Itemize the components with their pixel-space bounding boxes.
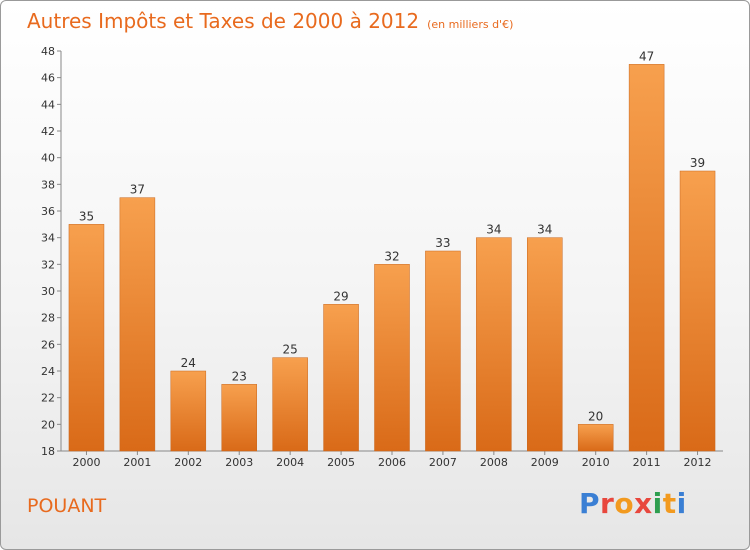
x-tick-label-2010: 2010 (582, 456, 610, 469)
y-tick-label: 20 (41, 418, 55, 431)
value-label-2004: 25 (283, 343, 298, 357)
value-label-2002: 24 (181, 356, 196, 370)
x-tick-label-2006: 2006 (378, 456, 406, 469)
x-tick-label-2004: 2004 (276, 456, 304, 469)
x-tick-label-2008: 2008 (480, 456, 508, 469)
value-label-2010: 20 (588, 409, 603, 423)
value-label-2001: 37 (130, 183, 145, 197)
x-tick-label-2005: 2005 (327, 456, 355, 469)
chart-title: Autres Impôts et Taxes de 2000 à 2012 (en… (27, 9, 513, 33)
value-label-2009: 34 (537, 223, 552, 237)
bar-2009 (527, 237, 563, 452)
value-label-2006: 32 (384, 249, 399, 263)
bar-2000 (68, 224, 105, 452)
bar-2007 (425, 250, 461, 452)
bar-2010 (577, 424, 614, 452)
y-tick-label: 38 (41, 178, 55, 191)
y-tick-label: 44 (41, 98, 55, 111)
bar-2006 (374, 264, 410, 452)
y-tick-label: 24 (41, 365, 55, 378)
x-tick-label-2002: 2002 (174, 456, 202, 469)
bar-2011 (628, 64, 665, 452)
bar-2012 (679, 170, 716, 452)
bar-2008 (476, 237, 512, 452)
bar-2004 (272, 357, 308, 452)
value-label-2005: 29 (333, 289, 348, 303)
bar-2002 (170, 370, 207, 452)
x-tick-label-2011: 2011 (633, 456, 661, 469)
proxiti-logo: Proxiti (579, 487, 687, 520)
y-tick-label: 42 (41, 125, 55, 138)
bar-2005 (323, 304, 359, 452)
bar-2001 (119, 197, 156, 452)
chart-subtitle: (en milliers d'€) (427, 18, 514, 31)
y-tick-label: 30 (41, 285, 55, 298)
y-tick-label: 36 (41, 205, 55, 218)
y-tick-label: 48 (41, 45, 55, 58)
value-label-2003: 23 (232, 369, 247, 383)
bar-2003 (221, 384, 257, 452)
y-tick-label: 46 (41, 72, 55, 85)
commune-name: POUANT (27, 495, 107, 517)
x-tick-label-2009: 2009 (531, 456, 559, 469)
chart-title-text: Autres Impôts et Taxes de 2000 à 2012 (27, 9, 420, 33)
value-label-2012: 39 (690, 156, 705, 170)
value-label-2007: 33 (435, 236, 450, 250)
y-tick-label: 26 (41, 338, 55, 351)
value-label-2011: 47 (639, 49, 654, 63)
x-tick-label-2001: 2001 (123, 456, 151, 469)
value-label-2008: 34 (486, 223, 501, 237)
y-tick-label: 28 (41, 312, 55, 325)
y-tick-label: 34 (41, 232, 55, 245)
y-tick-label: 22 (41, 392, 55, 405)
y-tick-label: 18 (41, 445, 55, 458)
x-tick-label-2003: 2003 (225, 456, 253, 469)
x-tick-label-2000: 2000 (72, 456, 100, 469)
x-tick-label-2012: 2012 (684, 456, 712, 469)
x-tick-label-2007: 2007 (429, 456, 457, 469)
value-label-2000: 35 (79, 209, 94, 223)
y-tick-label: 40 (41, 152, 55, 165)
y-tick-label: 32 (41, 258, 55, 271)
